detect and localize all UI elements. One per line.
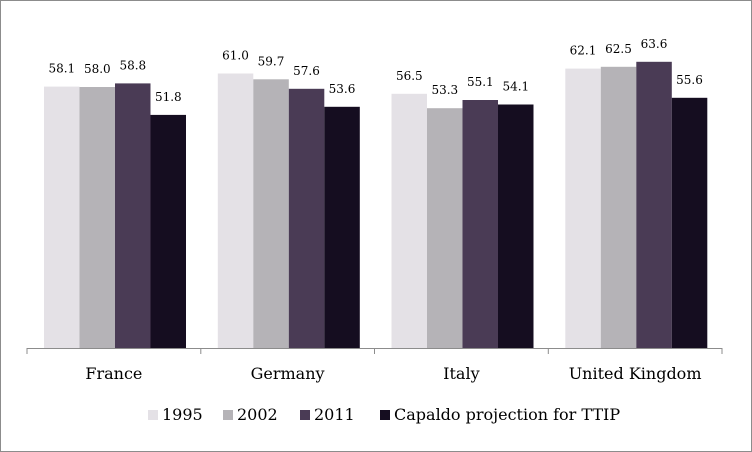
legend-label-capaldo-projection-for-ttip: Capaldo projection for TTIP: [394, 405, 620, 424]
bar-france-1995: [44, 86, 80, 348]
data-label-united-kingdom-2002: 62.5: [605, 42, 632, 56]
bar-italy-1995: [391, 93, 427, 349]
data-label-france-2011: 58.8: [119, 58, 146, 72]
data-label-united-kingdom-1995: 62.1: [570, 44, 597, 58]
data-label-italy-2002: 53.3: [431, 83, 458, 97]
x-tick-label-france: France: [85, 364, 142, 383]
x-axis: France Germany Italy United Kingdom: [26, 348, 723, 383]
bar-united-kingdom-1995: [565, 68, 601, 348]
bar-france-2002: [79, 87, 115, 348]
x-tick-label-germany: Germany: [251, 364, 325, 383]
legend-swatch-1995: [148, 410, 158, 420]
x-tick-label-italy: Italy: [443, 364, 479, 383]
data-label-germany-2002: 59.7: [258, 54, 285, 68]
legend-swatch-2002: [223, 410, 233, 420]
bar-italy-capaldo-projection-for-ttip: [498, 104, 534, 348]
legend-label-2002: 2002: [237, 405, 278, 424]
data-label-france-2002: 58.0: [84, 62, 111, 76]
data-labels-layer: 58.1 58.0 58.8 51.8 61.0 59.7 57.6 53.6 56.5 53.3…: [48, 37, 702, 104]
data-label-germany-1995: 61.0: [222, 49, 249, 63]
data-label-italy-1995: 56.5: [396, 69, 423, 83]
x-tick-label-united-kingdom: United Kingdom: [569, 364, 702, 383]
bar-united-kingdom-2002: [600, 66, 637, 349]
legend-label-1995: 1995: [162, 405, 203, 424]
legend-label-2011: 2011: [314, 405, 355, 424]
data-label-united-kingdom-capaldo-projection-for-ttip: 55.6: [676, 73, 703, 87]
data-label-germany-capaldo-projection-for-ttip: 53.6: [329, 82, 356, 96]
bars-layer: [44, 61, 708, 349]
bar-italy-2011: [462, 100, 498, 348]
bar-germany-2002: [253, 79, 289, 349]
legend-swatch-2011: [300, 410, 310, 420]
data-label-italy-2011: 55.1: [467, 75, 494, 89]
bar-germany-capaldo-projection-for-ttip: [324, 106, 360, 348]
bar-germany-1995: [217, 73, 254, 348]
legend-swatch-capaldo-projection-for-ttip: [380, 410, 390, 420]
data-label-italy-capaldo-projection-for-ttip: 54.1: [502, 80, 529, 94]
bar-germany-2011: [288, 88, 325, 349]
bar-united-kingdom-capaldo-projection-for-ttip: [671, 97, 708, 348]
legend: 1995 2002 2011 Capaldo projection for TTIP: [148, 405, 620, 424]
bar-united-kingdom-2011: [636, 61, 672, 349]
data-label-germany-2011: 57.6: [293, 64, 320, 78]
bar-italy-2002: [427, 108, 463, 348]
data-label-france-1995: 58.1: [48, 62, 75, 76]
bar-france-2011: [115, 83, 151, 349]
data-label-france-capaldo-projection-for-ttip: 51.8: [155, 90, 182, 104]
data-label-united-kingdom-2011: 63.6: [641, 37, 668, 51]
bar-france-capaldo-projection-for-ttip: [150, 114, 186, 349]
